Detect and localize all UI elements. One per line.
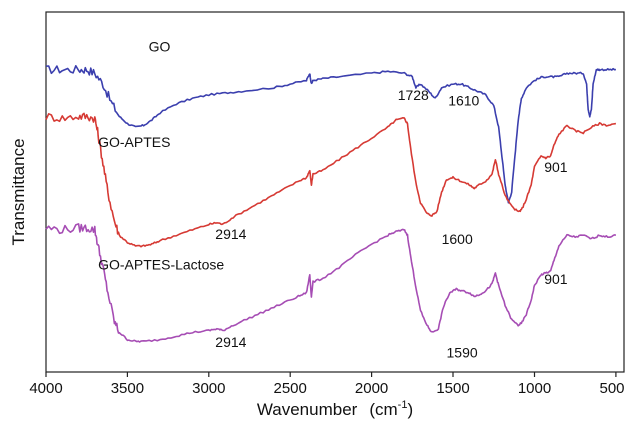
peak-annotation-2914: 2914 xyxy=(215,334,246,350)
series-label-go-aptes-lactose: GO-APTES-Lactose xyxy=(98,256,224,272)
x-tick-label-2000: 2000 xyxy=(355,380,388,397)
x-axis-label-unit-close: ) xyxy=(407,400,413,419)
x-tick-label-1500: 1500 xyxy=(436,380,469,397)
peak-annotation-901: 901 xyxy=(544,271,568,287)
x-tick-label-1000: 1000 xyxy=(518,380,551,397)
x-tick-label-500: 500 xyxy=(599,380,624,397)
series-line-go xyxy=(45,65,616,204)
peak-annotation-1728: 1728 xyxy=(398,87,429,103)
series-layer: GO GO-APTES GO-APTES-Lactose xyxy=(45,39,617,343)
x-axis-ticks: 4000 3500 3000 2500 2000 1500 1000 500 xyxy=(29,372,625,397)
series-line-go-aptes-lactose xyxy=(45,223,617,343)
x-axis-label: Wavenumber (cm-1) xyxy=(257,399,413,419)
x-tick-label-4000: 4000 xyxy=(29,380,62,397)
plot-area xyxy=(45,11,625,373)
peak-annotation-1590: 1590 xyxy=(447,345,478,361)
peak-annotation-901: 901 xyxy=(544,159,568,175)
peak-annotation-1600: 1600 xyxy=(442,231,473,247)
y-axis-label: Transmittance xyxy=(9,138,28,245)
x-axis-label-unit-open: ( xyxy=(369,400,375,419)
series-label-go: GO xyxy=(149,39,171,55)
series-label-go-aptes: GO-APTES xyxy=(98,134,170,150)
x-axis-label-unit-base: cm xyxy=(375,400,398,419)
x-axis-label-unit-exp: -1 xyxy=(398,399,408,411)
x-tick-label-2500: 2500 xyxy=(274,380,307,397)
peak-annotation-2914: 2914 xyxy=(215,226,246,242)
peak-annotation-1610: 1610 xyxy=(448,93,479,109)
x-axis-label-main: Wavenumber xyxy=(257,400,358,419)
annotation-layer: 1728 1610 2914 1600 901 2914 1590 901 xyxy=(215,87,567,360)
series-line-go-aptes xyxy=(45,112,617,248)
x-tick-label-3500: 3500 xyxy=(111,380,144,397)
x-tick-label-3000: 3000 xyxy=(192,380,225,397)
